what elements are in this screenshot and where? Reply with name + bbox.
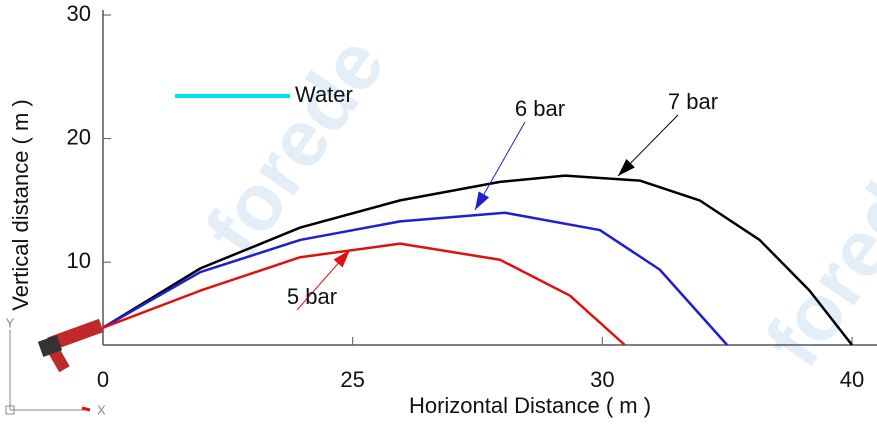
curve bbox=[103, 244, 625, 345]
ucs-y: Y bbox=[6, 315, 15, 330]
watermark: forede bbox=[188, 21, 401, 272]
curve bbox=[103, 213, 727, 345]
x-axis-title: Horizontal Distance ( m ) bbox=[409, 393, 651, 418]
y-tick-label: 20 bbox=[67, 124, 91, 149]
series-label: 7 bar bbox=[668, 89, 718, 114]
series-label: 6 bar bbox=[515, 96, 565, 121]
label-arrowhead bbox=[475, 191, 489, 210]
legend-label: Water bbox=[295, 82, 353, 107]
ucs-arrow bbox=[82, 408, 90, 410]
x-tick-label: 0 bbox=[97, 367, 109, 392]
y-tick-label: 10 bbox=[67, 248, 91, 273]
x-tick-label: 25 bbox=[340, 367, 364, 392]
nozzle-icon bbox=[38, 319, 104, 372]
x-tick-label: 40 bbox=[840, 367, 864, 392]
series-label: 5 bar bbox=[287, 284, 337, 309]
chart: forede forede Vertical distance ( m ) Ho… bbox=[0, 0, 877, 428]
x-tick-label: 30 bbox=[590, 367, 614, 392]
y-tick-label: 30 bbox=[67, 1, 91, 26]
y-axis-title: Vertical distance ( m ) bbox=[8, 99, 33, 311]
ucs-x: X bbox=[97, 402, 106, 417]
